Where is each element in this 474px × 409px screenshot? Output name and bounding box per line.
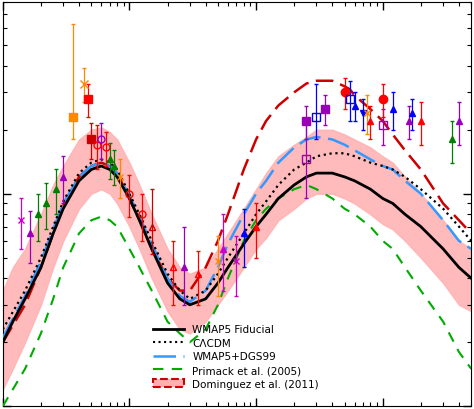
Legend: WMAP5 Fiducial, CΛCDM, WMAP5+DGS99, Primack et al. (2005), Dominguez et al. (201: WMAP5 Fiducial, CΛCDM, WMAP5+DGS99, Prim… [148,320,323,393]
